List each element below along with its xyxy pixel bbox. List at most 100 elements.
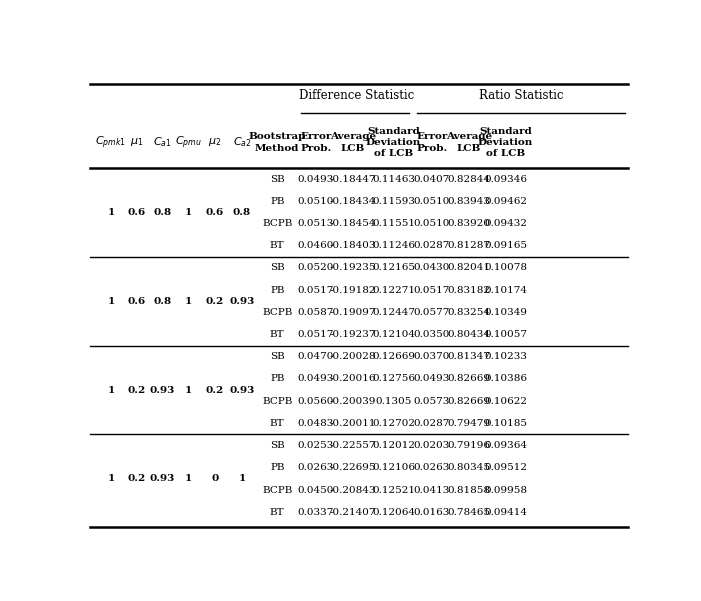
Text: 1: 1 (107, 297, 114, 306)
Text: 1: 1 (185, 297, 192, 306)
Text: SB: SB (270, 441, 285, 450)
Text: 0.0510: 0.0510 (414, 219, 450, 228)
Text: PB: PB (270, 285, 285, 294)
Text: -0.19097: -0.19097 (329, 308, 376, 317)
Text: 0.0253: 0.0253 (298, 441, 334, 450)
Text: 0.6: 0.6 (128, 208, 147, 217)
Text: 0.0287: 0.0287 (414, 419, 450, 428)
Text: Bootstrap
Method: Bootstrap Method (249, 132, 306, 153)
Text: 0.12447: 0.12447 (372, 308, 415, 317)
Text: 0.6: 0.6 (205, 208, 224, 217)
Text: 0.6: 0.6 (128, 297, 147, 306)
Text: 0.81287: 0.81287 (447, 241, 491, 250)
Text: 0.2: 0.2 (128, 386, 147, 394)
Text: 0.83182: 0.83182 (447, 285, 491, 294)
Text: $\mu_2$: $\mu_2$ (208, 136, 222, 148)
Text: 0.0337: 0.0337 (298, 508, 334, 517)
Text: -0.20028: -0.20028 (329, 352, 376, 361)
Text: 0.0517: 0.0517 (298, 330, 334, 339)
Text: 0.0493: 0.0493 (414, 374, 450, 383)
Text: -0.20011: -0.20011 (329, 419, 376, 428)
Text: -0.22557: -0.22557 (329, 441, 376, 450)
Text: 0.8: 0.8 (154, 297, 172, 306)
Text: 0.0493: 0.0493 (298, 174, 334, 183)
Text: 0.12165: 0.12165 (372, 263, 415, 272)
Text: 0.93: 0.93 (150, 386, 175, 394)
Text: Ratio Statistic: Ratio Statistic (479, 89, 564, 102)
Text: 0.09364: 0.09364 (484, 441, 527, 450)
Text: 0.79196: 0.79196 (447, 441, 491, 450)
Text: 0.11551: 0.11551 (372, 219, 415, 228)
Text: 0.12271: 0.12271 (372, 285, 415, 294)
Text: 0.81347: 0.81347 (447, 352, 491, 361)
Text: 0.0517: 0.0517 (298, 285, 334, 294)
Text: 0.0573: 0.0573 (414, 397, 450, 406)
Text: 0.82844: 0.82844 (447, 174, 491, 183)
Text: 0.82669: 0.82669 (447, 374, 491, 383)
Text: BCPB: BCPB (262, 397, 292, 406)
Text: 0.09512: 0.09512 (484, 463, 527, 472)
Text: 0.09432: 0.09432 (484, 219, 527, 228)
Text: 0.82041: 0.82041 (447, 263, 491, 272)
Text: -0.20039: -0.20039 (329, 397, 376, 406)
Text: PB: PB (270, 197, 285, 206)
Text: 0.10349: 0.10349 (484, 308, 527, 317)
Text: 0.0203: 0.0203 (414, 441, 450, 450)
Text: SB: SB (270, 263, 285, 272)
Text: 0.10078: 0.10078 (484, 263, 527, 272)
Text: 0: 0 (211, 474, 219, 483)
Text: $C_{pmk1}$: $C_{pmk1}$ (95, 134, 126, 151)
Text: Standard
Deviation
of LCB: Standard Deviation of LCB (366, 127, 421, 158)
Text: 0.83920: 0.83920 (447, 219, 491, 228)
Text: 0.0450: 0.0450 (298, 486, 334, 495)
Text: 0.09958: 0.09958 (484, 486, 527, 495)
Text: 0.8: 0.8 (233, 208, 251, 217)
Text: 0.0560: 0.0560 (298, 397, 334, 406)
Text: 0.10622: 0.10622 (484, 397, 527, 406)
Text: 0.93: 0.93 (150, 474, 175, 483)
Text: BT: BT (270, 241, 285, 250)
Text: 0.0577: 0.0577 (414, 308, 450, 317)
Text: -0.20016: -0.20016 (329, 374, 376, 383)
Text: BT: BT (270, 330, 285, 339)
Text: 0.0163: 0.0163 (414, 508, 450, 517)
Text: 0.93: 0.93 (229, 386, 254, 394)
Text: 0.11593: 0.11593 (372, 197, 415, 206)
Text: -0.19235: -0.19235 (329, 263, 376, 272)
Text: SB: SB (270, 174, 285, 183)
Text: Error
Prob.: Error Prob. (416, 132, 448, 153)
Text: BT: BT (270, 508, 285, 517)
Text: 0.0263: 0.0263 (298, 463, 334, 472)
Text: BT: BT (270, 419, 285, 428)
Text: 0.12756: 0.12756 (372, 374, 415, 383)
Text: 0.12104: 0.12104 (372, 330, 415, 339)
Text: 0.0370: 0.0370 (414, 352, 450, 361)
Text: PB: PB (270, 463, 285, 472)
Text: 0.12064: 0.12064 (372, 508, 415, 517)
Text: PB: PB (270, 374, 285, 383)
Text: 1: 1 (185, 386, 192, 394)
Text: -0.19237: -0.19237 (329, 330, 376, 339)
Text: 0.11246: 0.11246 (372, 241, 415, 250)
Text: 0.2: 0.2 (128, 474, 147, 483)
Text: BCPB: BCPB (262, 486, 292, 495)
Text: 0.93: 0.93 (229, 297, 254, 306)
Text: -0.22695: -0.22695 (329, 463, 376, 472)
Text: 0.80345: 0.80345 (447, 463, 491, 472)
Text: -0.20843: -0.20843 (329, 486, 376, 495)
Text: -0.18403: -0.18403 (329, 241, 376, 250)
Text: 0.0510: 0.0510 (414, 197, 450, 206)
Text: Standard
Deviation
of LCB: Standard Deviation of LCB (478, 127, 533, 158)
Text: 0.83943: 0.83943 (447, 197, 491, 206)
Text: 0.0483: 0.0483 (298, 419, 334, 428)
Text: 0.10057: 0.10057 (484, 330, 527, 339)
Text: $\mu_1$: $\mu_1$ (130, 136, 144, 148)
Text: 0.8: 0.8 (154, 208, 172, 217)
Text: 0.0587: 0.0587 (298, 308, 334, 317)
Text: BCPB: BCPB (262, 308, 292, 317)
Text: 0.09414: 0.09414 (484, 508, 527, 517)
Text: 0.2: 0.2 (205, 386, 224, 394)
Text: 0.11463: 0.11463 (372, 174, 415, 183)
Text: 0.1305: 0.1305 (375, 397, 411, 406)
Text: 0.0493: 0.0493 (298, 374, 334, 383)
